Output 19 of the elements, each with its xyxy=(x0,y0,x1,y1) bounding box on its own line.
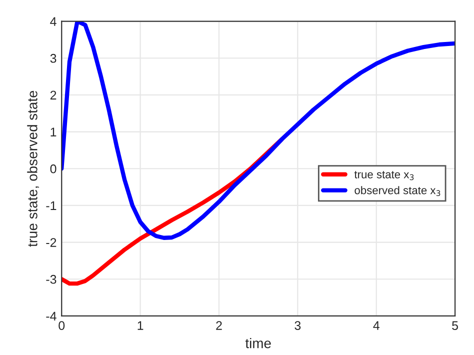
x-tick-label: 5 xyxy=(452,321,458,330)
legend-label: observed state x$_{3}$ xyxy=(354,186,440,196)
x-tick-label: 0 xyxy=(58,321,65,330)
y-tick-label: -3 xyxy=(46,274,56,284)
x-tick-label: 1 xyxy=(138,321,144,330)
x-tick-label: 3 xyxy=(294,321,301,330)
x-tick-label: 4 xyxy=(373,321,380,330)
legend-label: true state x$_{3}$ xyxy=(354,171,414,180)
y-tick-label: -4 xyxy=(46,312,56,320)
y-tick-label: 1 xyxy=(50,128,56,136)
y-tick-label: -1 xyxy=(46,201,56,210)
x-axis-title: time xyxy=(245,338,271,348)
y-tick-label: -2 xyxy=(46,238,56,247)
x-tick-label: 2 xyxy=(216,321,222,330)
y-tick-label: 0 xyxy=(50,164,56,174)
y-axis-title: true state, observed state xyxy=(27,90,39,247)
y-tick-label: 2 xyxy=(50,90,56,100)
y-tick-label: 3 xyxy=(50,54,56,63)
y-tick-label: 4 xyxy=(50,17,56,26)
